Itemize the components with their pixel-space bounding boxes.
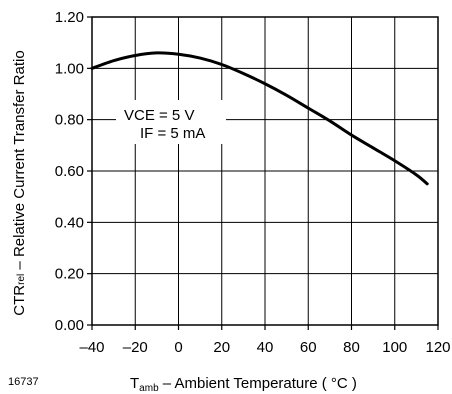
y-axis-title-rest: – Relative Current Transfer Ratio	[11, 50, 28, 273]
x-tick-label: 100	[382, 339, 407, 356]
y-axis-title-sub: rel	[16, 274, 27, 285]
annotation-vce: VCE = 5 V	[124, 107, 194, 124]
y-tick-label: 1.20	[55, 9, 84, 26]
x-axis-ticks: –40 –20 0 20 40 60 80 100 120	[79, 325, 451, 356]
x-axis-title-main: T	[130, 375, 139, 392]
annotation-background	[116, 100, 226, 144]
y-axis-title: CTRrel – Relative Current Transfer Ratio	[11, 50, 28, 315]
x-axis-title: Tamb – Ambient Temperature ( °C )	[130, 375, 357, 394]
y-axis-title-main: CTR	[11, 285, 28, 316]
x-axis-title-sub: amb	[139, 383, 159, 394]
x-tick-label: 0	[174, 339, 182, 356]
series-group	[90, 51, 429, 186]
y-tick-label: 0.60	[55, 163, 84, 180]
y-tick-label: 0.20	[55, 266, 84, 283]
figure-id: 16737	[8, 376, 39, 388]
annotation-if: IF = 5 mA	[140, 125, 205, 142]
y-tick-label: 0.80	[55, 112, 84, 129]
x-tick-label: 60	[300, 339, 317, 356]
series-line-ctr	[90, 51, 429, 186]
x-tick-label: 20	[213, 339, 230, 356]
x-tick-label: 80	[343, 339, 360, 356]
x-axis-title-rest: – Ambient Temperature ( °C )	[159, 375, 357, 392]
y-axis-ticks: 0.00 0.20 0.40 0.60 0.80 1.00 1.20	[55, 9, 92, 334]
x-tick-label: 40	[257, 339, 274, 356]
x-tick-label: –20	[123, 339, 148, 356]
y-tick-label: 0.00	[55, 317, 84, 334]
x-tick-label: –40	[79, 339, 104, 356]
y-tick-label: 0.40	[55, 214, 84, 231]
grid	[92, 17, 438, 325]
x-tick-label: 120	[425, 339, 450, 356]
y-tick-label: 1.00	[55, 60, 84, 77]
